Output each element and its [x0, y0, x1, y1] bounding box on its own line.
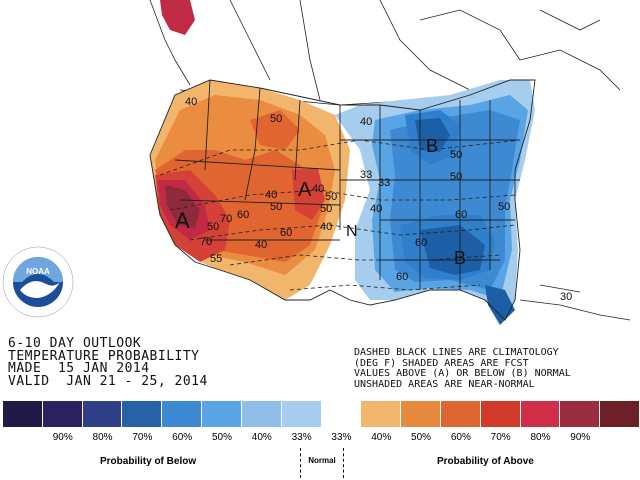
contour-label: 40 — [265, 189, 277, 201]
legend-label: 60% — [172, 432, 193, 443]
legend-swatch — [600, 401, 640, 427]
alaska-above-region — [160, 0, 195, 35]
region-label: A — [298, 179, 312, 201]
contour-label: 50 — [320, 203, 332, 215]
contour-label: 55 — [210, 253, 222, 265]
legend-label — [3, 432, 43, 446]
legend-swatch — [401, 401, 441, 427]
below-70-south-region — [420, 225, 485, 275]
contour-label: 50 — [498, 201, 510, 213]
contour-label: 60 — [237, 209, 249, 221]
contour-label: 60 — [280, 227, 292, 239]
below-70-north-region — [415, 118, 450, 152]
contour-label: 60 — [455, 209, 467, 221]
legend-label: 90% — [52, 432, 73, 443]
contour-label: 40 — [255, 239, 267, 251]
below-caption: Probability of Below — [100, 456, 197, 467]
contour-label: 33 — [360, 169, 372, 181]
outlook-title: 6-10 DAY OUTLOOK — [8, 336, 142, 351]
region-label: B — [426, 136, 438, 156]
contour-label: 40 — [360, 116, 372, 128]
legend-label: 90% — [570, 432, 591, 443]
contour-label: 40 — [370, 203, 382, 215]
legend-swatch — [202, 401, 242, 427]
normal-caption-box: Normal — [300, 448, 344, 478]
legend-swatch — [560, 401, 601, 427]
legend-swatch — [3, 401, 43, 427]
legend-swatch — [241, 401, 282, 427]
legend-swatch — [361, 401, 402, 427]
legend-swatch — [520, 401, 561, 427]
outlook-info: 6-10 DAY OUTLOOK TEMPERATURE PROBABILITY M… — [8, 336, 208, 389]
contour-label: 40 — [185, 96, 197, 108]
note-line: (DEG F) SHADED AREAS ARE FCST — [354, 357, 529, 369]
region-label: N — [346, 223, 358, 240]
legend-label: 70% — [132, 432, 153, 443]
legend-color-bar — [3, 401, 640, 427]
above-caption: Probability of Above — [437, 456, 534, 467]
contour-label: 30 — [560, 291, 572, 303]
noaa-logo: NOAA — [2, 246, 74, 318]
contour-label: 50 — [270, 113, 282, 125]
legend-swatch — [82, 401, 123, 427]
contour-label: 33 — [378, 177, 390, 189]
legend-label: 33% — [291, 432, 312, 443]
contour-label: 40 — [312, 183, 324, 195]
legend-swatch — [162, 401, 203, 427]
note-line: DASHED BLACK LINES ARE CLIMATOLOGY — [354, 347, 559, 358]
legend-label: 40% — [371, 432, 392, 443]
outlook-made-date: MADE 15 JAN 2014 — [8, 361, 150, 376]
map-notes: DASHED BLACK LINES ARE CLIMATOLOGY (DEG F… — [354, 347, 571, 390]
contour-label: 50 — [325, 191, 337, 203]
outlook-subtitle: TEMPERATURE PROBABILITY — [8, 348, 200, 364]
outlook-valid-dates: VALID JAN 21 - 25, 2014 — [8, 373, 208, 389]
contour-label: 50 — [207, 221, 219, 233]
normal-caption: Normal — [308, 456, 336, 465]
legend-label: 60% — [450, 432, 471, 443]
legend-label: 80% — [92, 432, 113, 443]
legend-swatch — [42, 401, 83, 427]
legend-swatch — [480, 401, 521, 427]
region-label: A — [175, 208, 190, 233]
legend-label: 50% — [211, 432, 232, 443]
contour-label: 50 — [270, 201, 282, 213]
above-90-region — [165, 185, 200, 228]
climatology-lines — [159, 139, 521, 291]
temperature-outlook-map: A A B B N 40 50 40 50 60 70 50 60 50 40 … — [149, 0, 631, 325]
legend-label: 70% — [490, 432, 511, 443]
legend-swatch — [122, 401, 163, 427]
legend-swatch — [440, 401, 481, 427]
legend-swatch — [281, 401, 322, 427]
legend-labels: 90% 80% 70% 60% 50% 40% 33% 33% 40% 50% 60% 70% 80% 9… — [3, 432, 640, 446]
legend-label — [600, 432, 640, 446]
contour-label: 40 — [320, 221, 332, 233]
legend-label: 50% — [411, 432, 432, 443]
above-60-north-region — [250, 110, 300, 150]
contour-label: 50 — [450, 171, 462, 183]
legend-swatch — [321, 401, 362, 427]
legend-label: 80% — [530, 432, 551, 443]
region-label: B — [454, 248, 466, 268]
legend-label: 40% — [251, 432, 272, 443]
noaa-logo-text: NOAA — [26, 267, 50, 276]
contour-label: 70 — [220, 213, 232, 225]
note-line: UNSHADED AREAS ARE NEAR-NORMAL — [354, 378, 535, 390]
contour-label: 60 — [396, 271, 408, 283]
contour-label: 60 — [415, 237, 427, 249]
legend-label: 33% — [331, 432, 352, 443]
contour-label: 70 — [200, 236, 212, 248]
note-line: VALUES ABOVE (A) OR BELOW (B) NORMAL — [354, 368, 571, 379]
above-70-central-region — [292, 168, 325, 220]
contour-label: 50 — [450, 149, 462, 161]
